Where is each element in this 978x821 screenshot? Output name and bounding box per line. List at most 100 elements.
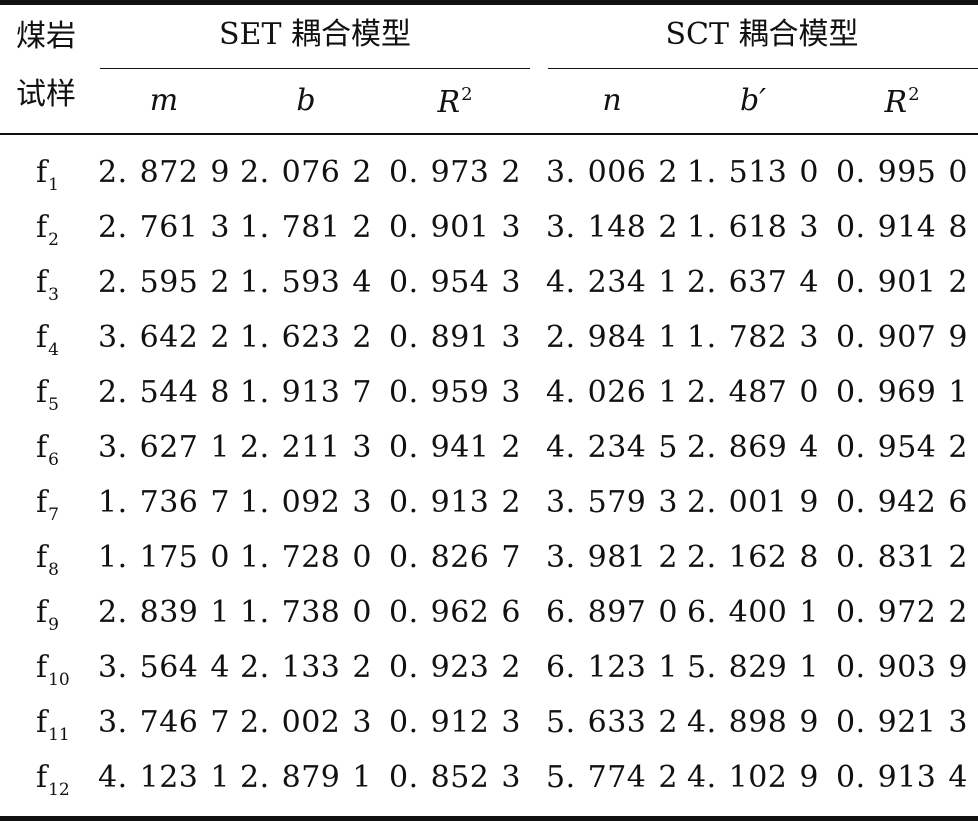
- table-cell: 3. 579 3: [545, 485, 679, 520]
- table-top-rule: [0, 0, 978, 5]
- table-cell: 5. 633 2: [545, 705, 679, 740]
- column-header-4: n: [602, 86, 621, 116]
- table-cell: 2. 076 2: [239, 155, 373, 190]
- table-cell: 1. 738 0: [239, 595, 373, 630]
- table-cell: 1. 782 3: [686, 320, 820, 355]
- table-cell: 2. 872 9: [97, 155, 231, 190]
- table-cell: 2. 002 3: [239, 705, 373, 740]
- column-header-6: R2: [884, 86, 919, 118]
- sample-letter: f: [36, 375, 48, 410]
- table-cell: 1. 513 0: [686, 155, 820, 190]
- sample-letter: f: [36, 485, 48, 520]
- sample-index: 2: [48, 230, 59, 250]
- table-cell: 0. 907 9: [835, 320, 969, 355]
- sample-index: 11: [48, 725, 70, 745]
- sample-label: f5: [36, 378, 59, 414]
- sample-index: 3: [48, 285, 59, 305]
- table-cell: 2. 487 0: [686, 375, 820, 410]
- table-bottom-rule: [0, 816, 978, 821]
- table-cell: 2. 595 2: [97, 265, 231, 300]
- table-cell: 3. 006 2: [545, 155, 679, 190]
- table-cell: 0. 973 2: [388, 155, 522, 190]
- table-cell: 4. 026 1: [545, 375, 679, 410]
- column-header-symbol: m: [149, 83, 179, 118]
- table-cell: 3. 564 4: [97, 650, 231, 685]
- column-header-superscript: 2: [908, 84, 920, 105]
- table-cell: 1. 781 2: [239, 210, 373, 245]
- sample-label: f1: [36, 158, 59, 194]
- table-cell: 4. 234 5: [545, 430, 679, 465]
- sample-label: f6: [36, 433, 59, 469]
- sample-letter: f: [36, 320, 48, 355]
- sample-label: f3: [36, 268, 59, 304]
- table-cell: 0. 912 3: [388, 705, 522, 740]
- sct-group-rule: [548, 68, 978, 69]
- column-header-1: m: [150, 86, 178, 116]
- column-header-symbol: R: [884, 85, 908, 120]
- table-cell: 3. 746 7: [97, 705, 231, 740]
- table-cell: 0. 914 8: [835, 210, 969, 245]
- sample-label: f8: [36, 543, 59, 579]
- sample-index: 12: [48, 780, 70, 800]
- sample-letter: f: [36, 540, 48, 575]
- column-header-superscript: 2: [461, 84, 473, 105]
- table-cell: 6. 897 0: [545, 595, 679, 630]
- table-cell: 5. 829 1: [686, 650, 820, 685]
- sample-index: 7: [48, 505, 59, 525]
- sample-index: 4: [48, 340, 59, 360]
- sample-label: f4: [36, 323, 59, 359]
- table-cell: 1. 623 2: [239, 320, 373, 355]
- sample-label: f12: [36, 763, 70, 799]
- column-header-5: b′: [740, 86, 766, 116]
- table-cell: 3. 627 1: [97, 430, 231, 465]
- table-cell: 1. 593 4: [239, 265, 373, 300]
- table-cell: 0. 826 7: [388, 540, 522, 575]
- table-cell: 0. 942 6: [835, 485, 969, 520]
- table-cell: 0. 995 0: [835, 155, 969, 190]
- set-model-header: SET 耦合模型: [219, 17, 411, 52]
- sample-index: 1: [48, 175, 59, 195]
- table-cell: 4. 123 1: [97, 760, 231, 795]
- table-cell: 2. 637 4: [686, 265, 820, 300]
- table-cell: 3. 981 2: [545, 540, 679, 575]
- table-cell: 0. 954 3: [388, 265, 522, 300]
- table-cell: 1. 092 3: [239, 485, 373, 520]
- table-cell: 0. 921 3: [835, 705, 969, 740]
- table-cell: 6. 123 1: [545, 650, 679, 685]
- table-cell: 1. 728 0: [239, 540, 373, 575]
- sample-index: 5: [48, 395, 59, 415]
- sample-index: 9: [48, 615, 59, 635]
- table-cell: 2. 839 1: [97, 595, 231, 630]
- table-cell: 0. 972 2: [835, 595, 969, 630]
- table-cell: 0. 962 6: [388, 595, 522, 630]
- table-cell: 6. 400 1: [686, 595, 820, 630]
- table-cell: 0. 941 2: [388, 430, 522, 465]
- table-cell: 0. 923 2: [388, 650, 522, 685]
- table-cell: 2. 133 2: [239, 650, 373, 685]
- sample-letter: f: [36, 430, 48, 465]
- table-cell: 1. 913 7: [239, 375, 373, 410]
- sample-index: 6: [48, 450, 59, 470]
- sample-letter: f: [36, 265, 48, 300]
- sample-letter: f: [36, 155, 48, 190]
- table-cell: 0. 901 3: [388, 210, 522, 245]
- column-header-symbol: b: [296, 83, 316, 118]
- column-header-symbol: n: [602, 83, 622, 118]
- column-header-symbol: R: [437, 85, 461, 120]
- table-cell: 2. 984 1: [545, 320, 679, 355]
- table-cell: 2. 869 4: [686, 430, 820, 465]
- sample-letter: f: [36, 760, 48, 795]
- table-cell: 0. 901 2: [835, 265, 969, 300]
- sample-label: f9: [36, 598, 59, 634]
- table-cell: 5. 774 2: [545, 760, 679, 795]
- table-cell: 2. 162 8: [686, 540, 820, 575]
- sample-letter: f: [36, 595, 48, 630]
- table-cell: 2. 761 3: [97, 210, 231, 245]
- table-cell: 0. 831 2: [835, 540, 969, 575]
- table-cell: 2. 001 9: [686, 485, 820, 520]
- sct-model-header: SCT 耦合模型: [665, 17, 859, 52]
- table-cell: 0. 969 1: [835, 375, 969, 410]
- table-cell: 3. 148 2: [545, 210, 679, 245]
- table-cell: 4. 102 9: [686, 760, 820, 795]
- table-cell: 0. 903 9: [835, 650, 969, 685]
